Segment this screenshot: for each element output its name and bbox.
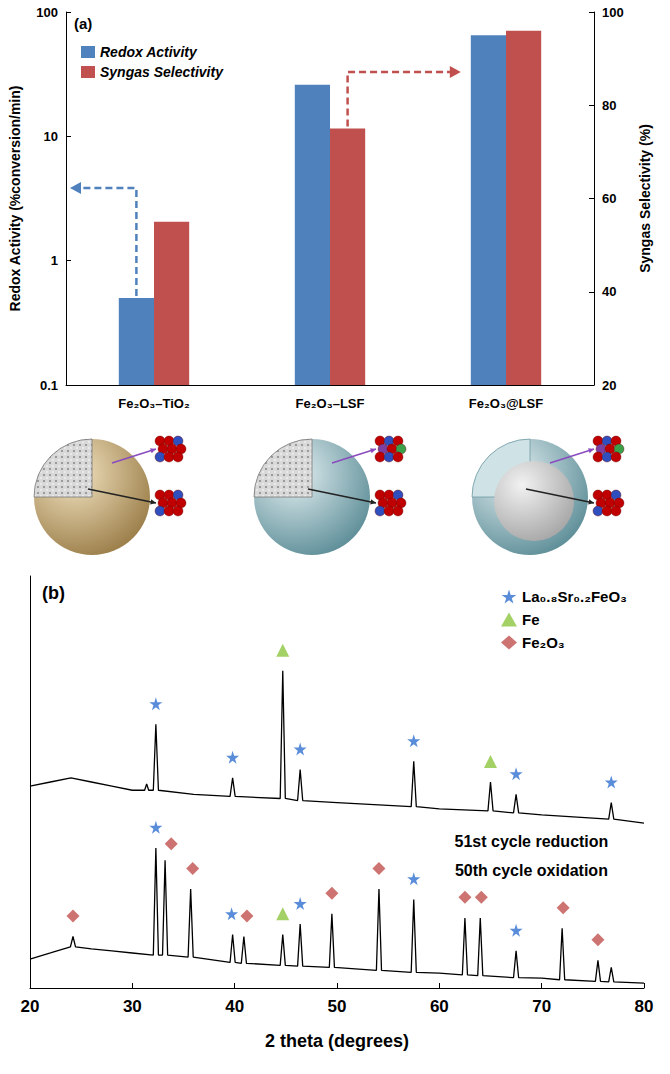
svg-text:0.1: 0.1	[40, 378, 58, 393]
svg-text:Redox Activity: Redox Activity	[100, 44, 198, 60]
svg-text:100: 100	[36, 5, 58, 20]
svg-text:Fe₂O₃–LSF: Fe₂O₃–LSF	[296, 396, 365, 411]
svg-text:80: 80	[635, 997, 654, 1016]
svg-text:20: 20	[602, 378, 616, 393]
svg-text:(a): (a)	[74, 15, 92, 32]
svg-text:80: 80	[602, 98, 616, 113]
svg-text:20: 20	[21, 997, 40, 1016]
svg-text:Redox Activity (%conversion/mi: Redox Activity (%conversion/min)	[7, 86, 23, 312]
svg-text:Syngas Selectivity (%): Syngas Selectivity (%)	[637, 124, 653, 273]
svg-text:Fe₂O₃–TiO₂: Fe₂O₃–TiO₂	[118, 396, 190, 411]
svg-text:30: 30	[123, 997, 142, 1016]
svg-text:40: 40	[602, 284, 616, 299]
svg-text:10: 10	[44, 129, 58, 144]
svg-text:60: 60	[430, 997, 449, 1016]
svg-text:Fe₂O₃: Fe₂O₃	[522, 634, 565, 651]
svg-text:1: 1	[51, 253, 58, 268]
svg-text:51st cycle reduction: 51st cycle reduction	[455, 833, 609, 850]
svg-text:2 theta (degrees): 2 theta (degrees)	[265, 1031, 409, 1051]
svg-text:50: 50	[328, 997, 347, 1016]
svg-text:40: 40	[225, 997, 244, 1016]
svg-text:Syngas Selectivity: Syngas Selectivity	[100, 64, 224, 80]
svg-text:(b): (b)	[42, 583, 65, 603]
svg-text:Fe: Fe	[522, 611, 540, 628]
svg-text:100: 100	[602, 5, 624, 20]
svg-text:60: 60	[602, 191, 616, 206]
svg-text:50th cycle oxidation: 50th cycle oxidation	[455, 862, 608, 879]
svg-text:Fe₂O₃@LSF: Fe₂O₃@LSF	[469, 396, 543, 411]
svg-text:La₀.₈Sr₀.₂FeO₃: La₀.₈Sr₀.₂FeO₃	[522, 588, 627, 605]
svg-text:70: 70	[532, 997, 551, 1016]
